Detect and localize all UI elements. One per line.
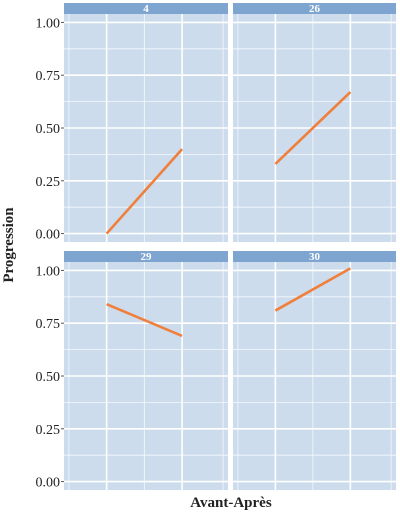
panel-title: 4 — [143, 3, 149, 15]
series-line — [106, 303, 183, 338]
y-tick-label: 0.00 — [36, 228, 61, 243]
panel-30: 30 — [233, 251, 396, 490]
panel-title: 30 — [309, 251, 321, 263]
series-line — [105, 148, 184, 235]
x-axis-title: Avant-Après — [190, 495, 272, 511]
panel-title: 26 — [309, 3, 321, 15]
y-tick-label: 1.00 — [36, 16, 61, 31]
panel-strip — [233, 251, 396, 262]
y-tick-label: 0.75 — [36, 69, 61, 84]
panel-strip — [64, 251, 228, 262]
panel-title: 29 — [141, 251, 153, 263]
panels: 4 26 29 30 — [64, 3, 396, 490]
panel-strip — [64, 3, 228, 14]
panel-29: 29 — [64, 251, 228, 490]
panel-26: 26 — [233, 3, 396, 242]
series-line — [274, 267, 351, 312]
y-tick-label: 0.00 — [36, 476, 61, 491]
y-tick-label: 0.50 — [36, 370, 61, 385]
y-tick-label: 0.25 — [36, 423, 61, 438]
series-line — [274, 91, 352, 165]
y-tick-label: 1.00 — [36, 264, 61, 279]
y-axis-title: Progression — [1, 207, 17, 283]
panel-4: 4 — [64, 3, 228, 242]
panel-strip — [233, 3, 396, 14]
y-axis-tick-labels: 0.00 0.25 0.50 0.75 1.00 0.00 0.25 0.50 0.75 1.00 — [36, 16, 64, 491]
y-tick-label: 0.25 — [36, 175, 61, 190]
y-tick-label: 0.75 — [36, 317, 61, 332]
y-tick-label: 0.50 — [36, 122, 61, 137]
